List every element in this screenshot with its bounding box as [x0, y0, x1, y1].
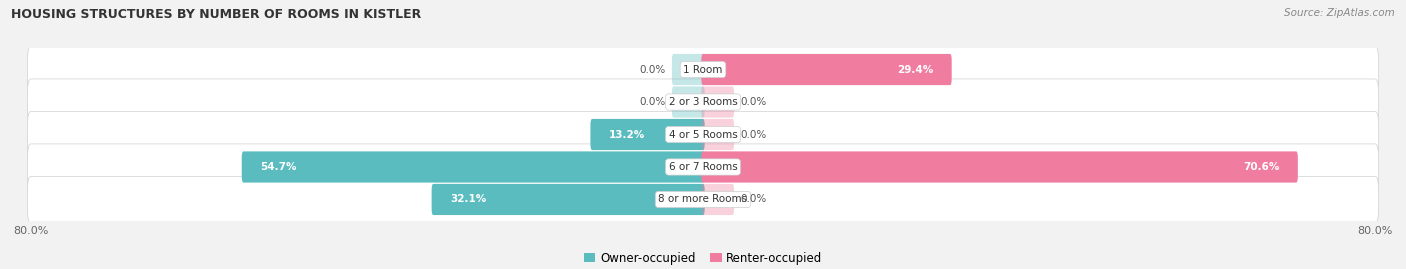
FancyBboxPatch shape	[242, 151, 704, 183]
FancyBboxPatch shape	[591, 119, 704, 150]
FancyBboxPatch shape	[702, 54, 952, 85]
Legend: Owner-occupied, Renter-occupied: Owner-occupied, Renter-occupied	[579, 247, 827, 269]
FancyBboxPatch shape	[702, 184, 734, 215]
FancyBboxPatch shape	[702, 151, 1298, 183]
Text: 0.0%: 0.0%	[741, 129, 768, 140]
FancyBboxPatch shape	[28, 176, 1378, 222]
Text: 32.1%: 32.1%	[450, 194, 486, 204]
FancyBboxPatch shape	[28, 111, 1378, 158]
Text: 54.7%: 54.7%	[260, 162, 297, 172]
Text: 0.0%: 0.0%	[638, 65, 665, 75]
Text: Source: ZipAtlas.com: Source: ZipAtlas.com	[1284, 8, 1395, 18]
Text: 29.4%: 29.4%	[897, 65, 934, 75]
Text: 13.2%: 13.2%	[609, 129, 645, 140]
Text: 1 Room: 1 Room	[683, 65, 723, 75]
Text: 2 or 3 Rooms: 2 or 3 Rooms	[669, 97, 737, 107]
FancyBboxPatch shape	[672, 86, 704, 118]
FancyBboxPatch shape	[672, 54, 704, 85]
FancyBboxPatch shape	[702, 86, 734, 118]
Text: 0.0%: 0.0%	[741, 97, 768, 107]
FancyBboxPatch shape	[702, 119, 734, 150]
FancyBboxPatch shape	[432, 184, 704, 215]
FancyBboxPatch shape	[28, 79, 1378, 125]
Text: 0.0%: 0.0%	[638, 97, 665, 107]
Text: HOUSING STRUCTURES BY NUMBER OF ROOMS IN KISTLER: HOUSING STRUCTURES BY NUMBER OF ROOMS IN…	[11, 8, 422, 21]
Text: 70.6%: 70.6%	[1243, 162, 1279, 172]
Text: 4 or 5 Rooms: 4 or 5 Rooms	[669, 129, 737, 140]
FancyBboxPatch shape	[28, 47, 1378, 93]
Text: 8 or more Rooms: 8 or more Rooms	[658, 194, 748, 204]
Text: 0.0%: 0.0%	[741, 194, 768, 204]
FancyBboxPatch shape	[28, 144, 1378, 190]
Text: 6 or 7 Rooms: 6 or 7 Rooms	[669, 162, 737, 172]
